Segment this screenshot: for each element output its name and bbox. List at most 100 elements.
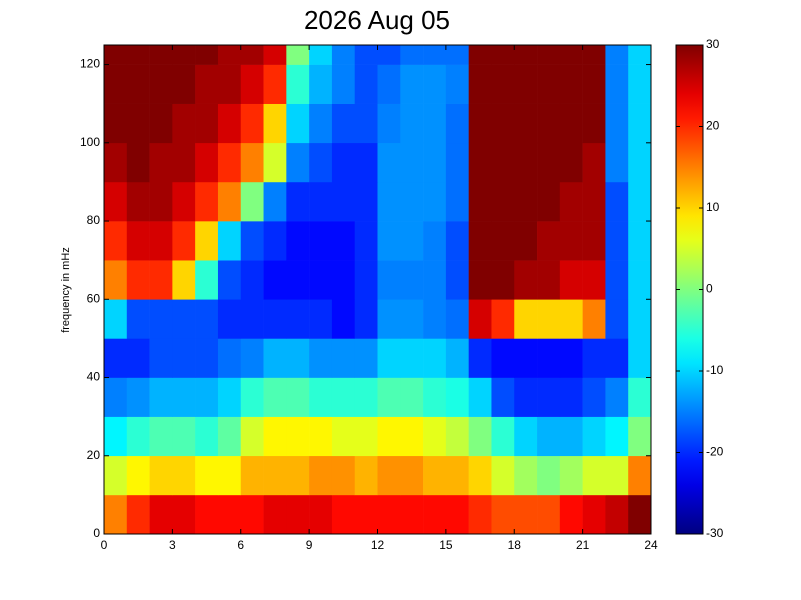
heatmap-cell bbox=[445, 299, 469, 339]
heatmap-cell bbox=[445, 103, 469, 144]
heatmap-cell bbox=[468, 64, 492, 104]
heatmap-cell bbox=[126, 260, 150, 300]
heatmap-cell bbox=[286, 181, 310, 222]
heatmap-cell bbox=[514, 299, 538, 339]
heatmap-cell bbox=[331, 299, 356, 339]
heatmap-cell bbox=[559, 221, 583, 261]
heatmap-cell bbox=[468, 338, 492, 378]
heatmap-cell bbox=[514, 103, 538, 144]
heatmap-cell bbox=[172, 494, 196, 535]
heatmap-cell bbox=[400, 64, 424, 104]
heatmap-cell bbox=[377, 142, 401, 183]
heatmap-cell bbox=[582, 338, 606, 378]
heatmap-cell bbox=[331, 338, 356, 378]
heatmap-cell bbox=[628, 103, 652, 144]
heatmap-cell bbox=[423, 338, 447, 378]
heatmap-cell bbox=[149, 494, 173, 535]
heatmap-cell bbox=[400, 299, 424, 339]
heatmap-cell bbox=[263, 45, 287, 65]
heatmap-cell bbox=[559, 103, 583, 144]
heatmap-cell bbox=[628, 142, 652, 183]
heatmap-cell bbox=[309, 142, 333, 183]
heatmap-cell bbox=[309, 377, 333, 417]
heatmap-cell bbox=[354, 142, 378, 183]
heatmap-cell bbox=[286, 221, 310, 261]
heatmap-cell bbox=[514, 45, 538, 65]
heatmap-cell bbox=[172, 142, 196, 183]
heatmap-cell bbox=[559, 142, 583, 183]
heatmap-cell bbox=[149, 377, 173, 417]
heatmap-cell bbox=[126, 416, 150, 457]
heatmap-cell bbox=[537, 455, 561, 496]
heatmap-cell bbox=[491, 103, 515, 144]
heatmap-cell bbox=[354, 103, 378, 144]
heatmap-cell bbox=[400, 494, 424, 535]
heatmap-cell bbox=[445, 221, 469, 261]
heatmap-cell bbox=[491, 377, 515, 417]
heatmap-cell bbox=[582, 181, 606, 222]
heatmap-cell bbox=[126, 103, 150, 144]
heatmap-cell bbox=[582, 416, 606, 457]
heatmap-cell bbox=[445, 416, 469, 457]
heatmap-cell bbox=[217, 142, 242, 183]
heatmap-cell bbox=[217, 494, 242, 535]
heatmap-cell bbox=[149, 181, 173, 222]
heatmap-cell bbox=[628, 221, 652, 261]
heatmap-cell bbox=[445, 260, 469, 300]
heatmap-cell bbox=[514, 455, 538, 496]
heatmap-cell bbox=[354, 494, 378, 535]
heatmap-cell bbox=[491, 181, 515, 222]
heatmap-cell bbox=[331, 181, 356, 222]
heatmap-cell bbox=[377, 494, 401, 535]
heatmap-cell bbox=[286, 103, 310, 144]
heatmap-cell bbox=[628, 45, 652, 65]
heatmap-cell bbox=[400, 103, 424, 144]
heatmap-cell bbox=[377, 416, 401, 457]
heatmap-cell bbox=[286, 299, 310, 339]
heatmap-cell bbox=[286, 64, 310, 104]
heatmap-cell bbox=[217, 221, 242, 261]
heatmap-cell bbox=[354, 455, 378, 496]
heatmap-cell bbox=[240, 181, 264, 222]
heatmap-cell bbox=[400, 377, 424, 417]
heatmap-cell bbox=[537, 142, 561, 183]
heatmap-cell bbox=[582, 455, 606, 496]
heatmap-cell bbox=[309, 181, 333, 222]
heatmap-cell bbox=[149, 299, 173, 339]
colorbar-tick-label: -20 bbox=[706, 445, 724, 459]
heatmap-cell bbox=[445, 181, 469, 222]
x-tick-label: 9 bbox=[306, 538, 313, 552]
heatmap-cell bbox=[537, 338, 561, 378]
heatmap-cell bbox=[172, 64, 196, 104]
heatmap-cell bbox=[263, 103, 287, 144]
heatmap-cell bbox=[559, 338, 583, 378]
heatmap-cell bbox=[354, 181, 378, 222]
heatmap-cell bbox=[149, 103, 173, 144]
heatmap-cell bbox=[468, 181, 492, 222]
heatmap-cell bbox=[195, 377, 219, 417]
heatmap-cell bbox=[172, 45, 196, 65]
heatmap-cell bbox=[491, 416, 515, 457]
heatmap-cell bbox=[491, 338, 515, 378]
heatmap-cell bbox=[126, 142, 150, 183]
heatmap-cell bbox=[217, 103, 242, 144]
heatmap-cell bbox=[240, 260, 264, 300]
heatmap-cell bbox=[149, 260, 173, 300]
heatmap-cell bbox=[331, 260, 356, 300]
heatmap-cell bbox=[605, 416, 629, 457]
heatmap-cell bbox=[195, 45, 219, 65]
x-tick-label: 18 bbox=[508, 538, 522, 552]
heatmap-cell bbox=[286, 455, 310, 496]
heatmap-cell bbox=[104, 142, 128, 183]
heatmap-cell bbox=[172, 338, 196, 378]
heatmap-cell bbox=[286, 416, 310, 457]
heatmap-cell bbox=[559, 416, 583, 457]
heatmap-cell bbox=[514, 338, 538, 378]
heatmap-cell bbox=[514, 494, 538, 535]
heatmap-cell bbox=[354, 221, 378, 261]
heatmap-cell bbox=[445, 64, 469, 104]
heatmap-cell bbox=[217, 299, 242, 339]
heatmap-cell bbox=[240, 416, 264, 457]
heatmap-cell bbox=[468, 142, 492, 183]
